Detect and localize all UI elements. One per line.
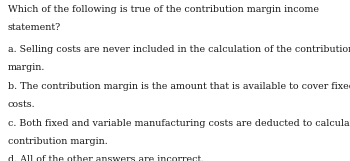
Text: contribution margin.: contribution margin.	[8, 137, 107, 146]
Text: c. Both fixed and variable manufacturing costs are deducted to calculate the: c. Both fixed and variable manufacturing…	[8, 119, 350, 128]
Text: Which of the following is true of the contribution margin income: Which of the following is true of the co…	[8, 5, 319, 14]
Text: a. Selling costs are never included in the calculation of the contribution: a. Selling costs are never included in t…	[8, 45, 350, 54]
Text: statement?: statement?	[8, 23, 61, 32]
Text: margin.: margin.	[8, 63, 45, 72]
Text: costs.: costs.	[8, 100, 35, 109]
Text: b. The contribution margin is the amount that is available to cover fixed: b. The contribution margin is the amount…	[8, 82, 350, 91]
Text: d. All of the other answers are incorrect.: d. All of the other answers are incorrec…	[8, 155, 204, 161]
